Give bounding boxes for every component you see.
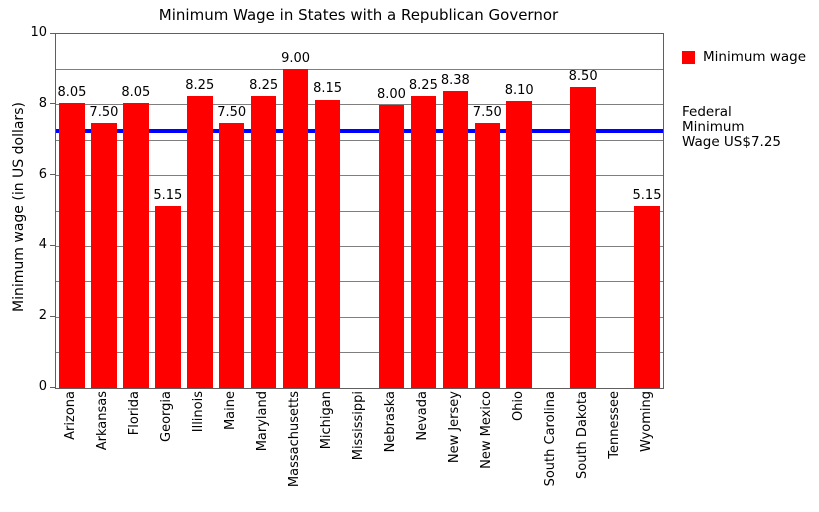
plot-area: 8.05 7.50 8.05 5.15 8.25 7.50 8.25 9.00 8.15 8.00… — [55, 33, 664, 389]
bar — [634, 205, 660, 388]
x-tick-label: Florida — [127, 391, 143, 436]
gridline — [56, 352, 663, 354]
gridline — [56, 245, 663, 247]
bar-value-label: 8.25 — [185, 77, 215, 93]
gridline — [56, 104, 663, 106]
bar-value-label: 8.15 — [313, 81, 343, 97]
y-tick-label: 8 — [38, 95, 47, 111]
bar — [282, 69, 309, 388]
legend-swatch-icon — [682, 50, 695, 64]
x-tick-label: Maryland — [255, 391, 271, 452]
bar-value-label: 9.00 — [281, 51, 311, 67]
x-tick-label: Nevada — [414, 391, 430, 441]
bar — [442, 91, 469, 388]
legend-label: Minimum wage — [703, 49, 807, 65]
bar — [218, 122, 245, 388]
y-tick-mark — [50, 174, 55, 176]
x-tick-label: Arkansas — [95, 391, 111, 451]
gridline — [56, 175, 663, 177]
bar — [250, 95, 277, 388]
y-tick-label: 4 — [38, 237, 47, 253]
y-tick-label: 2 — [38, 308, 47, 324]
x-tick-label: Georgia — [159, 391, 175, 442]
y-tick-mark — [50, 315, 55, 317]
y-tick-label: 6 — [38, 166, 47, 182]
x-tick-label: Wyoming — [638, 391, 654, 453]
bar-value-label: 5.15 — [153, 187, 183, 203]
x-tick-label: Massachusetts — [287, 391, 303, 488]
x-tick-label: New Jersey — [446, 391, 462, 464]
bar-value-label: 8.50 — [568, 69, 598, 85]
x-tick-label: Michigan — [319, 391, 335, 450]
bar — [378, 104, 405, 388]
bar — [314, 99, 341, 388]
y-tick-mark — [50, 32, 55, 34]
chart-title: Minimum Wage in States with a Republican… — [158, 6, 559, 24]
x-tick-label: Maine — [223, 391, 239, 431]
y-tick-mark — [50, 386, 55, 388]
gridline — [56, 316, 663, 318]
x-tick-label: South Dakota — [574, 391, 590, 479]
bar — [506, 101, 532, 388]
bar — [570, 87, 596, 388]
bar-value-label: 7.50 — [217, 104, 247, 120]
x-tick-label: Ohio — [510, 391, 526, 422]
bar — [155, 205, 181, 388]
federal-minimum-wage-line — [56, 129, 663, 134]
bar-value-label: 8.10 — [504, 83, 534, 99]
legend: Minimum wage — [682, 49, 806, 65]
bar-value-label: 8.05 — [57, 85, 87, 101]
x-tick-label: South Carolina — [542, 391, 558, 487]
bar-value-label: 8.05 — [121, 85, 151, 101]
bar-value-label: 8.25 — [249, 77, 279, 93]
bar-value-label: 8.38 — [440, 73, 470, 89]
x-tick-label: Illinois — [191, 391, 207, 433]
gridline — [56, 210, 663, 212]
gridline — [56, 281, 663, 283]
y-tick-label: 0 — [38, 379, 47, 394]
bar — [186, 95, 213, 388]
y-axis-label: Minimum wage (in US dollars) — [11, 102, 27, 312]
y-tick-mark — [50, 244, 55, 246]
x-tick-label: Arizona — [63, 391, 79, 440]
bar-value-label: 7.50 — [472, 104, 502, 120]
bar-value-label: 8.25 — [408, 77, 438, 93]
x-tick-label: Mississippi — [351, 391, 366, 461]
bar — [474, 122, 501, 388]
bar — [59, 103, 85, 388]
bar — [91, 122, 117, 388]
x-tick-label: Tennessee — [606, 391, 622, 459]
x-tick-label: Nebraska — [382, 391, 398, 453]
x-tick-label: New Mexico — [478, 391, 494, 469]
bar-value-label: 5.15 — [632, 187, 662, 203]
y-tick-label: 10 — [30, 25, 47, 40]
bar — [410, 95, 437, 388]
bar — [123, 103, 149, 388]
gridline — [56, 139, 663, 141]
federal-minimum-wage-annotation: Federal Minimum Wage US$7.25 — [682, 104, 782, 150]
gridline — [56, 68, 663, 70]
y-tick-mark — [50, 103, 55, 105]
bar-value-label: 7.50 — [89, 104, 119, 120]
bar-value-label: 8.00 — [376, 86, 406, 102]
